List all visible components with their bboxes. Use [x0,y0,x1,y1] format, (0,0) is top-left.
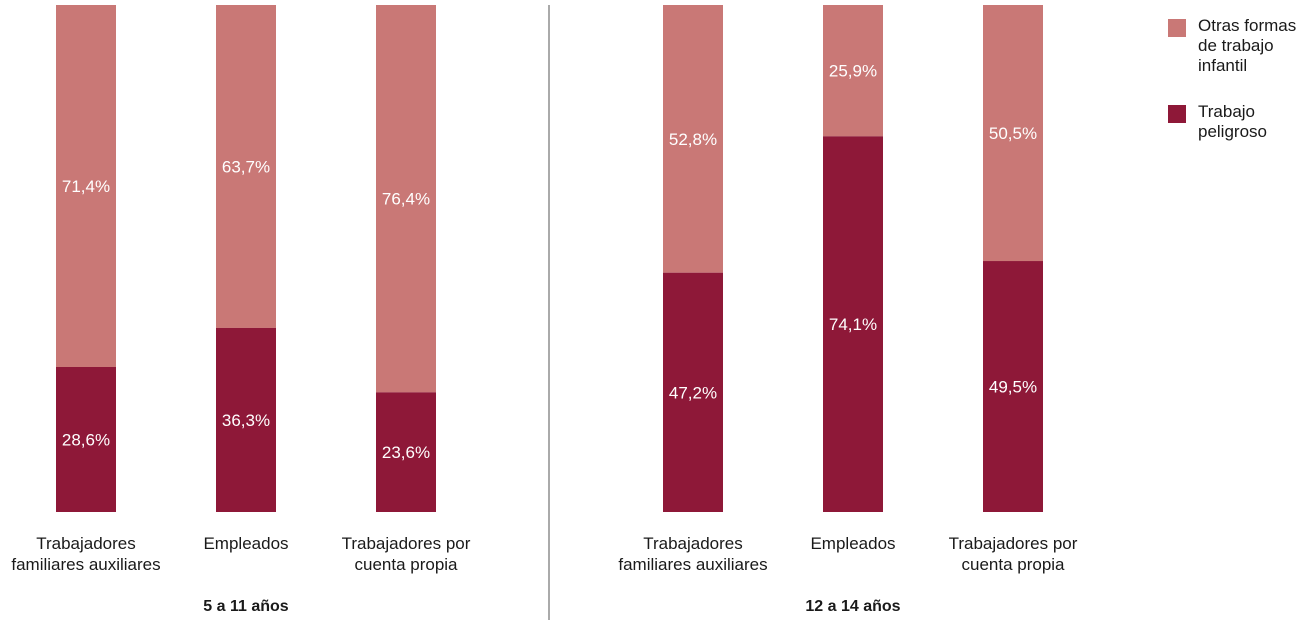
data-label-peligroso-g1-c1: 28,6% [62,430,110,449]
category-label-g2-c2: Empleados [810,534,895,553]
data-label-otras-g1-c3: 76,4% [382,190,430,209]
bar-peligroso-g2-c1 [663,272,723,512]
bar-peligroso-g1-c2 [216,327,276,512]
bar-peligroso-g1-c1 [56,366,116,512]
data-label-peligroso-g1-c3: 23,6% [382,443,430,462]
bar-peligroso-g2-c3 [983,261,1043,512]
bar-otras-g2-c2 [823,5,883,137]
category-label-g2-c1: Trabajadores [643,534,743,553]
group-label-1: 5 a 11 años [203,598,288,615]
bar-otras-g1-c1 [56,5,116,367]
data-label-otras-g2-c2: 25,9% [829,62,877,81]
bar-otras-g1-c2 [216,5,276,328]
data-label-otras-g1-c1: 71,4% [62,177,110,196]
group-label-2: 12 a 14 años [805,598,900,615]
category-label-g2-c1: familiares auxiliares [618,555,767,574]
category-label-g1-c3: cuenta propia [354,555,458,574]
data-label-peligroso-g2-c3: 49,5% [989,378,1037,397]
bar-otras-g2-c3 [983,5,1043,262]
category-label-g2-c3: cuenta propia [961,555,1065,574]
category-label-g1-c3: Trabajadores por [342,534,471,553]
legend: Otras formas de trabajo infantil Trabajo… [1168,16,1306,168]
category-label-g1-c1: Trabajadores [36,534,136,553]
bar-otras-g1-c3 [376,5,436,393]
legend-item-peligroso: Trabajo peligroso [1168,102,1306,142]
legend-item-otras: Otras formas de trabajo infantil [1168,16,1306,76]
data-label-otras-g2-c3: 50,5% [989,124,1037,143]
data-label-peligroso-g1-c2: 36,3% [222,411,270,430]
bar-otras-g2-c1 [663,5,723,273]
legend-label-peligroso: Trabajo peligroso [1198,102,1267,141]
data-label-otras-g2-c1: 52,8% [669,130,717,149]
legend-label-otras: Otras formas de trabajo infantil [1198,16,1297,75]
bar-peligroso-g2-c2 [823,136,883,513]
category-label-g2-c3: Trabajadores por [949,534,1078,553]
category-label-g1-c2: Empleados [203,534,288,553]
legend-swatch-otras [1168,19,1186,37]
data-label-peligroso-g2-c1: 47,2% [669,383,717,402]
category-label-g1-c1: familiares auxiliares [11,555,160,574]
data-label-otras-g1-c2: 63,7% [222,157,270,176]
data-label-peligroso-g2-c2: 74,1% [829,315,877,334]
bar-peligroso-g1-c3 [376,392,436,512]
legend-swatch-peligroso [1168,105,1186,123]
